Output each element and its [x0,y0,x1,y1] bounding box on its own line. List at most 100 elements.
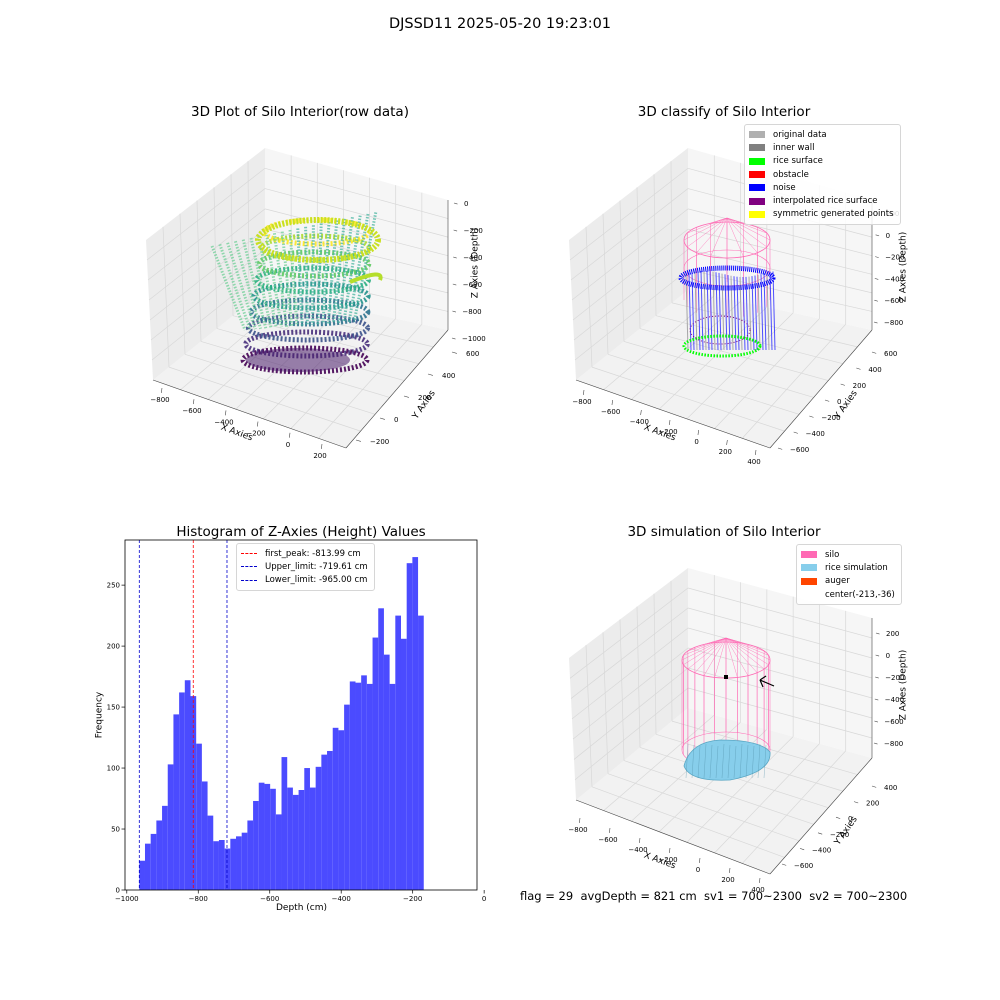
plot1-z-tick-4: −800 [462,308,481,316]
plot1-y-tick-3: 400 [442,372,455,380]
plot4-legend: silo rice simulation auger center(-213,-36) [796,544,902,606]
hist-bar-17 [236,836,242,890]
plot1-y-tick-4: 600 [466,350,479,358]
legend4-item-1: rice simulation [801,561,895,574]
hist-bar-25 [281,757,288,890]
hist-x-tick-5: 0 [482,895,486,903]
plot2-z-tick-4: −600 [884,297,903,305]
plot1-x-tick-2: −400 [214,418,233,426]
plot2-z-tick-3: −400 [885,275,904,283]
hist-bar-11 [201,781,208,890]
hist-x-tick-2: −600 [260,895,279,903]
plot4-x-tick-6: 400 [751,886,764,894]
legend2-item-6: symmetric generated points [749,208,894,221]
hist-bar-7 [179,692,185,890]
plot1-wall-strand-20 [347,213,370,323]
plot1-depth-ring-0 [240,345,370,375]
legend-label: rice surface [773,156,823,167]
legend-label: original data [773,129,827,140]
hist-x-tick-4: −200 [403,895,422,903]
plot4-z-tick-3: −400 [885,696,904,704]
plot1-wall-strand-5 [249,237,273,329]
plot4-z-tick-1: 0 [886,652,890,660]
plot4-x-tick-3: −200 [658,856,677,864]
hist-bar-39 [361,675,367,890]
legend-label: obstacle [773,169,809,180]
hist-bar-37 [349,681,356,890]
legend-label: symmetric generated points [773,209,894,220]
hist-bar-12 [207,815,214,890]
hist-bar-6 [173,714,180,890]
legend2-item-0: original data [749,128,894,141]
plot2-legend: original data inner wall rice surface obsta… [744,124,901,226]
plot1-top-ring [255,217,381,263]
plot4-z-tick-5: −800 [884,740,903,748]
hist-bar-49 [418,615,424,890]
legend-label: noise [773,182,796,193]
plot2-z-tick-2: −200 [885,254,904,262]
plot1-y-tick-2: 200 [418,394,431,402]
hist-bar-29 [304,768,310,890]
hist-bar-8 [184,680,191,890]
legend2-item-3: obstacle [749,168,894,181]
hist-bar-41 [372,637,379,890]
legend3-item-1: Upper_limit: -719.61 cm [241,560,368,573]
legend2-item-1: inner wall [749,141,894,154]
legend-swatch [801,551,817,559]
hist-bar-22 [264,783,271,890]
plot4-y-tick-5: 400 [884,784,897,792]
plot2-wall-strand-14 [727,275,731,351]
legend3-item-2: Lower_limit: -965.00 cm [241,574,368,587]
plot4-y-tick-1: −400 [812,846,831,854]
plot2-x-tick-1: −600 [601,408,620,416]
plot1-z-tick-5: −1000 [462,335,486,343]
plot1-z-tick-2: −400 [463,254,482,262]
legend4-item-0: silo [801,548,895,561]
status-footer: flag = 29 avgDepth = 821 cm sv1 = 700~23… [520,889,908,903]
plot1-wall-strand-9 [280,231,294,327]
legend3-item-0: first_peak: -813.99 cm [241,547,368,560]
plot2-x-tick-6: 400 [747,458,760,466]
plot1-z-tick-3: −600 [463,281,482,289]
hist-bar-44 [389,683,396,890]
plot1-depth-ring-3 [248,297,371,327]
plot1-wall-strand-19 [342,215,362,323]
legend-label: silo [825,549,840,560]
plot1-zlabel: Z Axies (Depth) [470,227,481,299]
legend-label: Lower_limit: -965.00 cm [265,575,368,586]
hist-y-tick-5: 250 [107,582,120,590]
plot3-legend: first_peak: -813.99 cm Upper_limit: -719.… [236,543,375,591]
plot4-x-tick-1: −600 [598,836,617,844]
plot2-x-tick-3: −200 [658,428,677,436]
legend-label: Upper_limit: -719.61 cm [265,561,368,572]
plot2-noise-ring [678,265,776,291]
hist-bar-18 [241,832,248,890]
plot2-x-tick-4: 0 [694,438,698,446]
plot1-wall-strand-3 [233,240,263,330]
hist-bar-1 [144,843,151,890]
hist-bar-4 [162,805,168,890]
hist-bar-14 [218,840,225,890]
plot1-wall-strand-12 [304,226,309,326]
plot1-z-tick-0: 0 [464,200,468,208]
legend2-item-4: noise [749,181,894,194]
plot1-wall-strand-1 [218,243,252,331]
plot4-y-tick-2: −200 [830,831,849,839]
legend-swatch [749,184,765,192]
hist-bar-16 [230,838,237,890]
hist-bar-2 [150,833,157,890]
plot2-z-tick-1: 0 [886,232,890,240]
legend-swatch [749,171,765,179]
plot1-x-tick-3: −200 [246,430,265,438]
plot1-x-tick-1: −600 [182,407,201,415]
legend-label: interpolated rice surface [773,196,878,207]
hist-bar-28 [298,790,305,890]
plot4-y-tick-0: −600 [794,862,813,870]
legend-swatch [749,157,765,165]
plot2-wall-strand-1 [688,273,692,351]
plot4-y-tick-3: 0 [848,815,852,823]
legend-swatch [749,197,765,205]
plot1-y-tick-1: 0 [394,416,398,424]
plot4-zlabel: Z Axies (Depth) [898,649,909,721]
legend2-item-2: rice surface [749,155,894,168]
